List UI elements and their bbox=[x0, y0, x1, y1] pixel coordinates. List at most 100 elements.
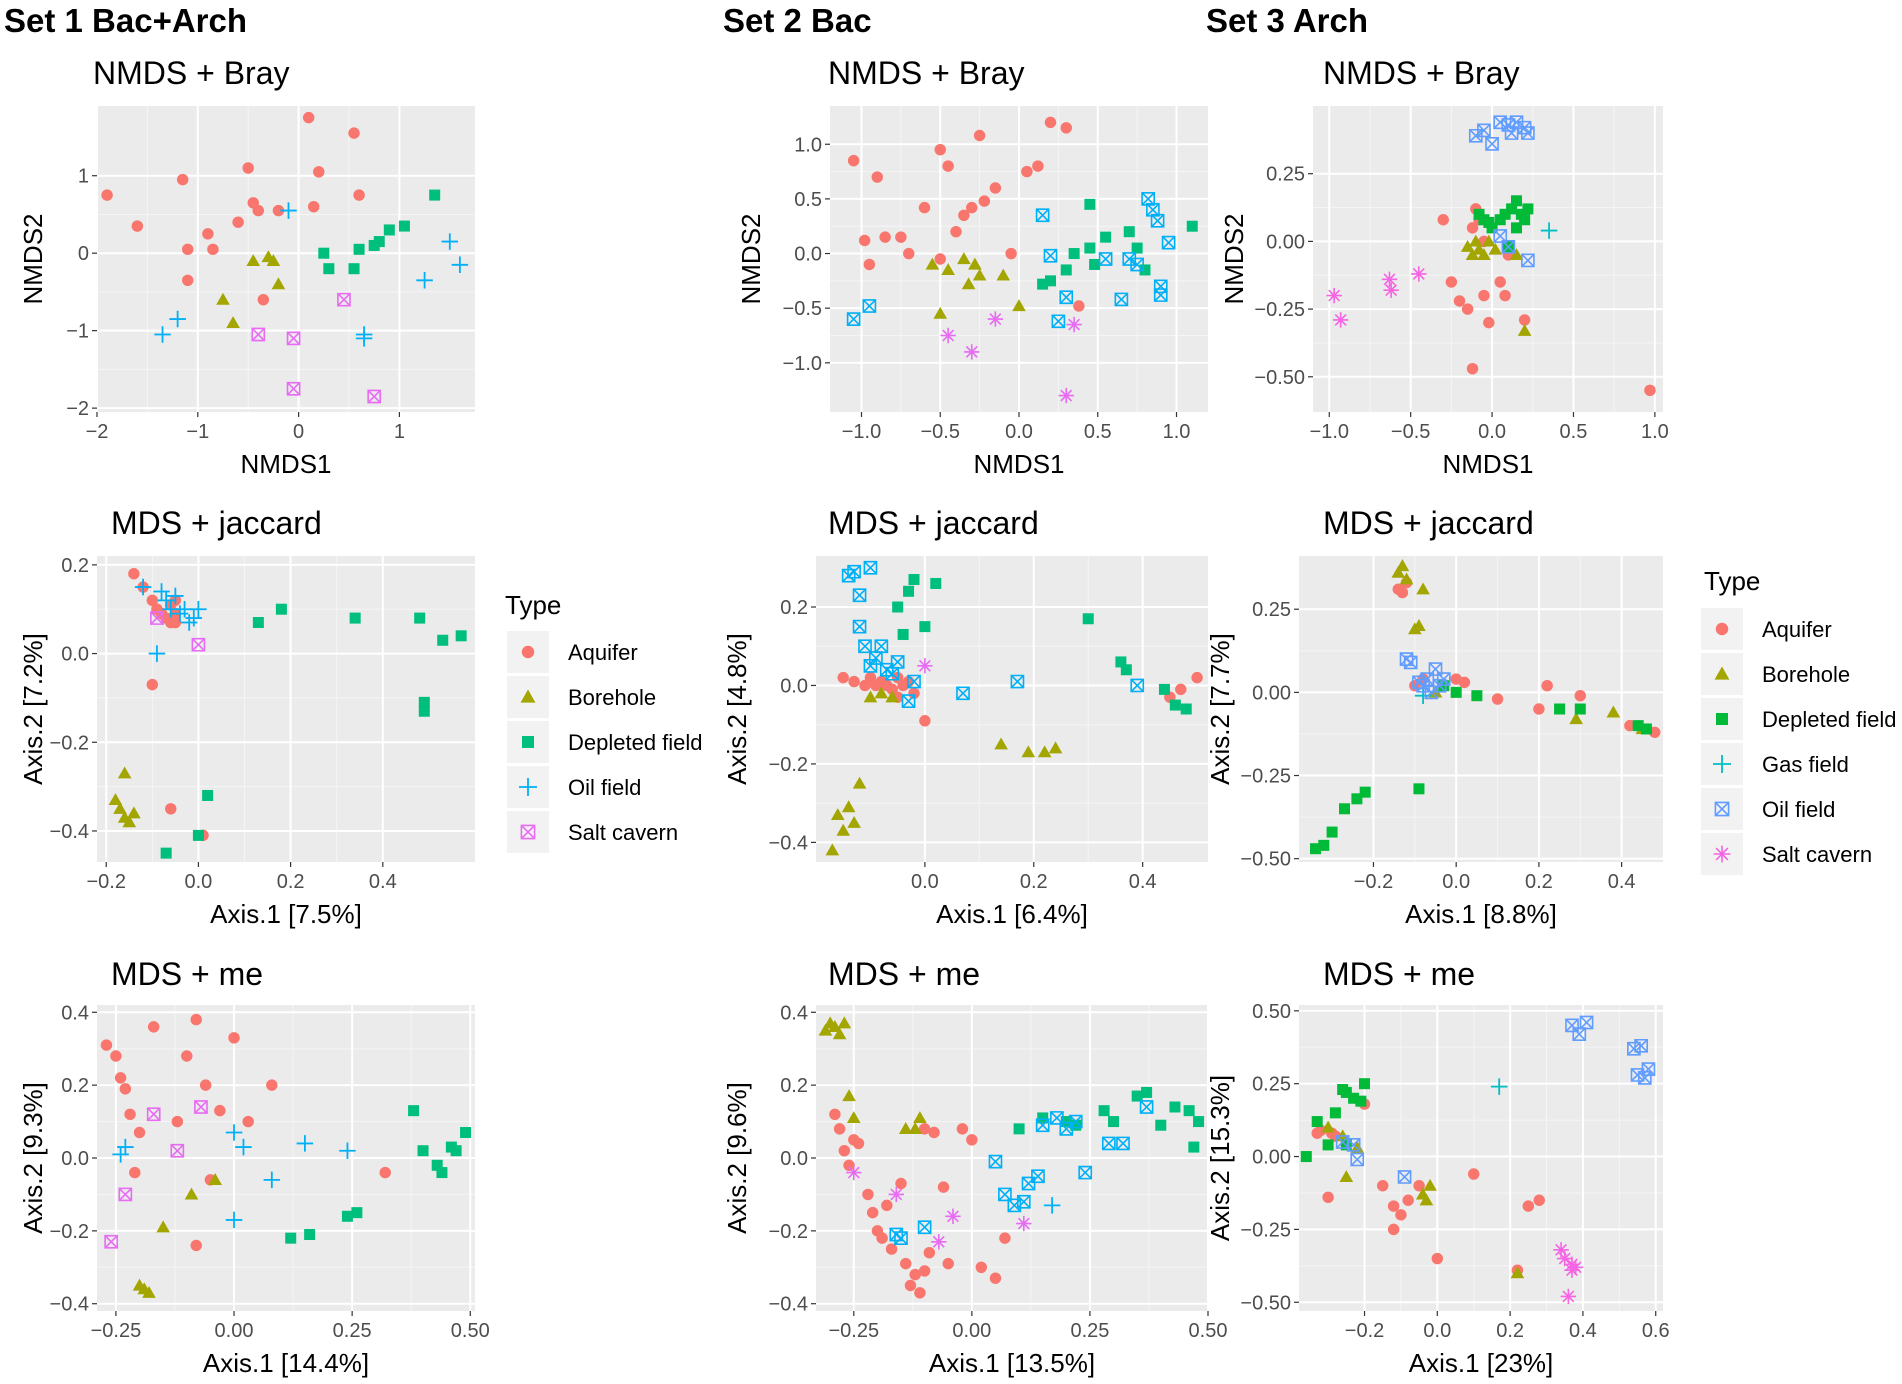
point-depleted-field bbox=[1640, 723, 1652, 735]
legend-key-depleted-field bbox=[522, 736, 534, 748]
plot-background bbox=[97, 106, 475, 412]
point-depleted-field bbox=[1131, 242, 1143, 254]
point-aquifer bbox=[934, 253, 946, 265]
point-aquifer bbox=[966, 1134, 978, 1146]
point-aquifer bbox=[918, 1123, 931, 1135]
x-axis-label: NMDS1 bbox=[240, 449, 331, 479]
panel-s3_jac: −0.2 0.0 0.2 0.4 −0.50 −0.25 0.00 0.25 MDS + jac… bbox=[1205, 505, 1663, 929]
point-depleted-field bbox=[353, 243, 365, 255]
x-tick-label: 0 bbox=[293, 421, 304, 443]
point-aquifer bbox=[124, 1108, 136, 1121]
x-axis-label: Axis.1 [14.4%] bbox=[203, 1348, 369, 1378]
point-salt-cavern bbox=[194, 1100, 208, 1114]
point-borehole bbox=[925, 257, 940, 270]
point-depleted-field bbox=[1318, 839, 1330, 851]
point-salt-cavern bbox=[367, 389, 382, 404]
point-oil-field bbox=[1146, 202, 1160, 217]
point-depleted-field bbox=[437, 634, 449, 646]
point-aquifer bbox=[1437, 214, 1449, 226]
x-tick-label: 0.0 bbox=[1442, 871, 1470, 893]
point-depleted-field bbox=[1519, 214, 1531, 226]
point-salt-cavern bbox=[945, 1208, 961, 1224]
point-borehole bbox=[996, 268, 1011, 281]
x-tick-label: 0.0 bbox=[911, 871, 939, 893]
x-tick-label: 1.0 bbox=[1641, 421, 1669, 443]
point-salt-cavern bbox=[337, 292, 351, 307]
point-oil-field bbox=[1043, 248, 1058, 263]
point-borehole bbox=[1606, 705, 1621, 718]
point-depleted-field bbox=[1506, 203, 1518, 215]
point-oil-field bbox=[148, 645, 166, 662]
point-salt-cavern bbox=[940, 327, 956, 344]
x-tick-label: 0.00 bbox=[952, 1320, 991, 1342]
point-depleted-field bbox=[1322, 1139, 1334, 1151]
point-oil-field bbox=[225, 1211, 243, 1229]
y-tick-label: −0.4 bbox=[769, 832, 808, 854]
legend-label: Aquifer bbox=[1762, 617, 1832, 642]
point-aquifer bbox=[1315, 1124, 1327, 1137]
x-tick-label: 0.0 bbox=[1423, 1320, 1451, 1342]
point-aquifer bbox=[147, 1021, 160, 1033]
y-tick-label: 0.2 bbox=[61, 555, 89, 577]
point-borehole bbox=[832, 1027, 847, 1040]
point-aquifer bbox=[228, 1032, 240, 1044]
point-aquifer bbox=[146, 678, 159, 691]
x-tick-label: 0.0 bbox=[185, 871, 213, 893]
point-aquifer bbox=[885, 1243, 898, 1255]
point-depleted-field bbox=[1510, 195, 1522, 207]
point-aquifer bbox=[914, 1287, 926, 1299]
point-oil-field bbox=[1016, 1194, 1031, 1209]
x-tick-label: −1.0 bbox=[842, 421, 881, 443]
point-depleted-field bbox=[1632, 720, 1644, 732]
point-aquifer bbox=[1060, 122, 1072, 134]
point-borehole bbox=[1350, 1140, 1365, 1153]
point-salt-cavern bbox=[1326, 287, 1342, 304]
legend-key-gas-field bbox=[1713, 755, 1731, 773]
point-borehole bbox=[874, 686, 889, 699]
set3-title: Set 3 Arch bbox=[1206, 2, 1368, 39]
point-depleted-field bbox=[1060, 264, 1072, 276]
y-tick-label: 0.00 bbox=[1252, 1147, 1291, 1169]
point-oil-field bbox=[1130, 257, 1144, 272]
point-gas-field bbox=[1540, 222, 1558, 239]
x-tick-label: 0.0 bbox=[1005, 421, 1033, 443]
point-borehole bbox=[1488, 242, 1503, 255]
point-aquifer bbox=[928, 1126, 940, 1139]
point-depleted-field bbox=[349, 612, 361, 624]
point-oil-field bbox=[863, 658, 878, 673]
point-depleted-field bbox=[1339, 803, 1350, 815]
point-aquifer bbox=[1445, 276, 1458, 288]
y-axis-label: Axis.2 [15.3%] bbox=[1205, 1075, 1235, 1241]
point-borehole bbox=[122, 815, 137, 828]
y-axis-label: NMDS2 bbox=[1219, 213, 1249, 304]
panel-s2_me: −0.25 0.00 0.25 0.50 −0.4 −0.2 0.0 0.2 0.4 MDS + … bbox=[722, 956, 1227, 1378]
point-oil-field bbox=[180, 614, 198, 631]
point-aquifer bbox=[182, 274, 194, 287]
point-depleted-field bbox=[892, 601, 904, 613]
point-aquifer bbox=[272, 204, 285, 217]
x-tick-label: 0.00 bbox=[215, 1320, 254, 1342]
point-depleted-field bbox=[1070, 1119, 1082, 1131]
point-salt-cavern bbox=[964, 344, 980, 360]
point-aquifer bbox=[1175, 683, 1187, 696]
point-depleted-field bbox=[1084, 242, 1096, 254]
point-aquifer bbox=[999, 1232, 1011, 1244]
point-oil-field bbox=[117, 1138, 134, 1156]
point-aquifer bbox=[114, 1072, 127, 1084]
y-tick-label: 0.2 bbox=[780, 1075, 808, 1097]
point-depleted-field bbox=[418, 705, 430, 717]
point-aquifer bbox=[862, 1188, 874, 1201]
x-tick-label: −0.25 bbox=[828, 1320, 879, 1342]
point-borehole bbox=[885, 690, 900, 703]
point-depleted-field bbox=[1169, 1101, 1181, 1113]
x-tick-label: 0.50 bbox=[1189, 1320, 1228, 1342]
point-salt-cavern bbox=[1560, 1288, 1577, 1305]
point-borehole bbox=[818, 1023, 833, 1036]
point-oil-field bbox=[1477, 123, 1491, 138]
point-oil-field bbox=[1116, 1136, 1130, 1151]
point-depleted-field bbox=[1100, 231, 1112, 243]
point-depleted-field bbox=[1139, 264, 1151, 276]
legend-title: Type bbox=[505, 590, 561, 620]
point-depleted-field bbox=[1348, 1092, 1360, 1104]
